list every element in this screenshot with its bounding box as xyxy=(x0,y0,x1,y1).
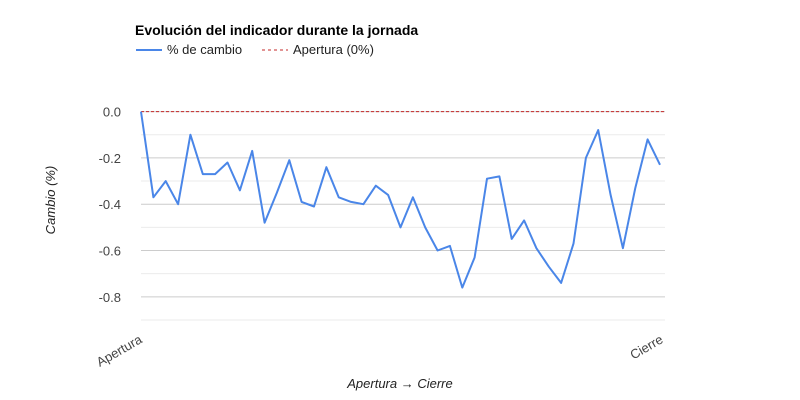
legend-label-series: % de cambio xyxy=(167,42,242,57)
x-tick-label-end: Cierre xyxy=(627,332,665,363)
series-line xyxy=(140,111,661,289)
y-tick-label: -0.2 xyxy=(99,151,121,166)
legend: % de cambio Apertura (0%) xyxy=(136,42,374,57)
gridlines xyxy=(141,111,665,321)
legend-label-reference: Apertura (0%) xyxy=(293,42,374,57)
y-tick-label: 0.0 xyxy=(103,105,121,120)
y-axis-title: Cambio (%) xyxy=(43,166,58,235)
y-tick-label: -0.4 xyxy=(99,197,121,212)
y-tick-label: -0.6 xyxy=(99,244,121,259)
x-tick-label-start: Apertura xyxy=(94,331,145,369)
x-axis-title: Apertura → Cierre xyxy=(346,376,452,391)
chart-title: Evolución del indicador durante la jorna… xyxy=(135,22,418,38)
y-tick-label: -0.8 xyxy=(99,290,121,305)
y-axis-ticks: 0.0 -0.2 -0.4 -0.6 -0.8 xyxy=(99,105,121,305)
